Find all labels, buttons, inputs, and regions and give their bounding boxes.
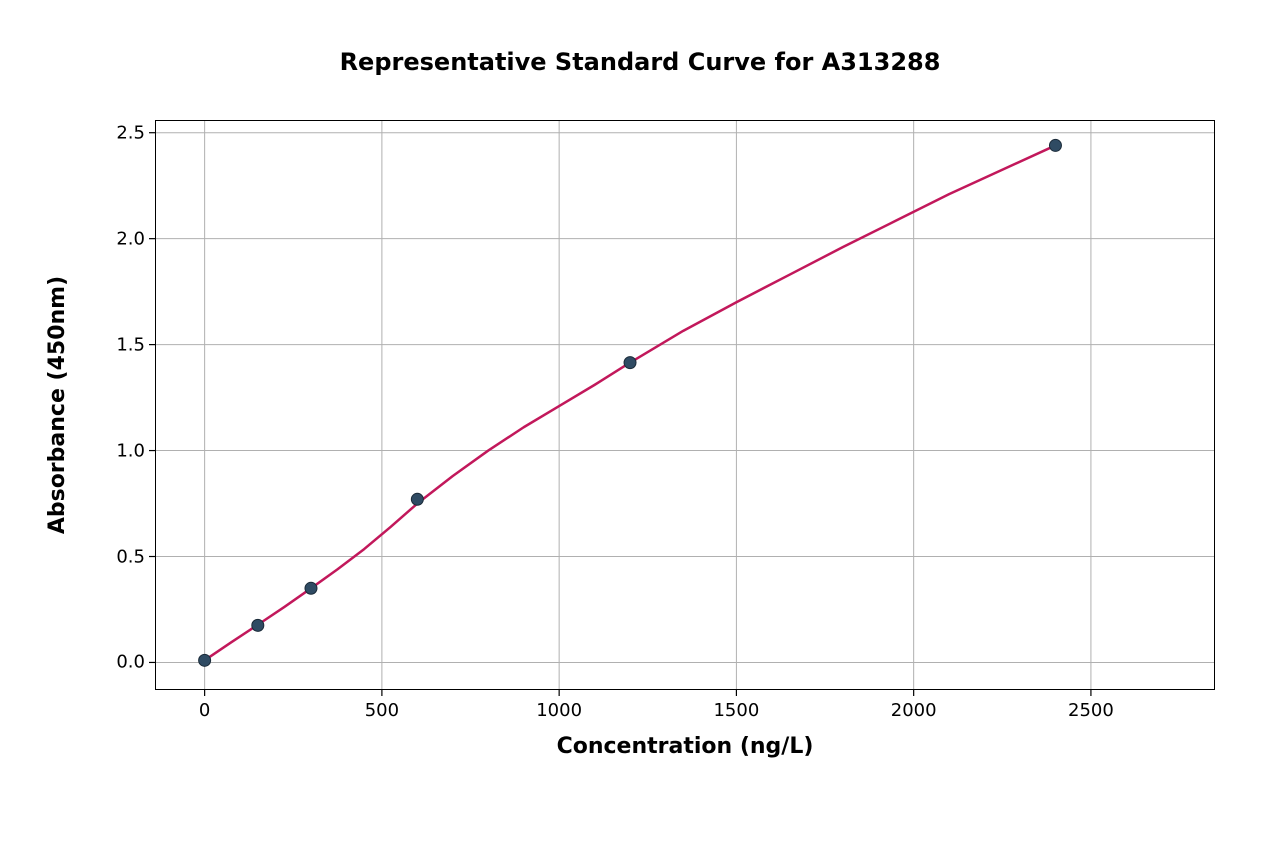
ytick-label: 1.5 <box>85 334 145 355</box>
chart-figure: Representative Standard Curve for A31328… <box>0 0 1280 845</box>
xtick-label: 2000 <box>891 700 937 721</box>
xtick-label: 500 <box>365 700 399 721</box>
plot-area <box>155 120 1215 690</box>
ytick-label: 2.5 <box>85 122 145 143</box>
xtick-label: 1500 <box>713 700 759 721</box>
ytick-label: 2.0 <box>85 228 145 249</box>
y-axis-label: Absorbance (450nm) <box>45 120 70 690</box>
xtick-label: 1000 <box>536 700 582 721</box>
xtick-label: 0 <box>199 700 210 721</box>
plot-svg <box>155 120 1215 690</box>
chart-title: Representative Standard Curve for A31328… <box>0 48 1280 76</box>
xtick-label: 2500 <box>1068 700 1114 721</box>
ytick-label: 0.0 <box>85 652 145 673</box>
ytick-label: 0.5 <box>85 546 145 567</box>
ytick-label: 1.0 <box>85 440 145 461</box>
x-axis-label: Concentration (ng/L) <box>155 734 1215 759</box>
